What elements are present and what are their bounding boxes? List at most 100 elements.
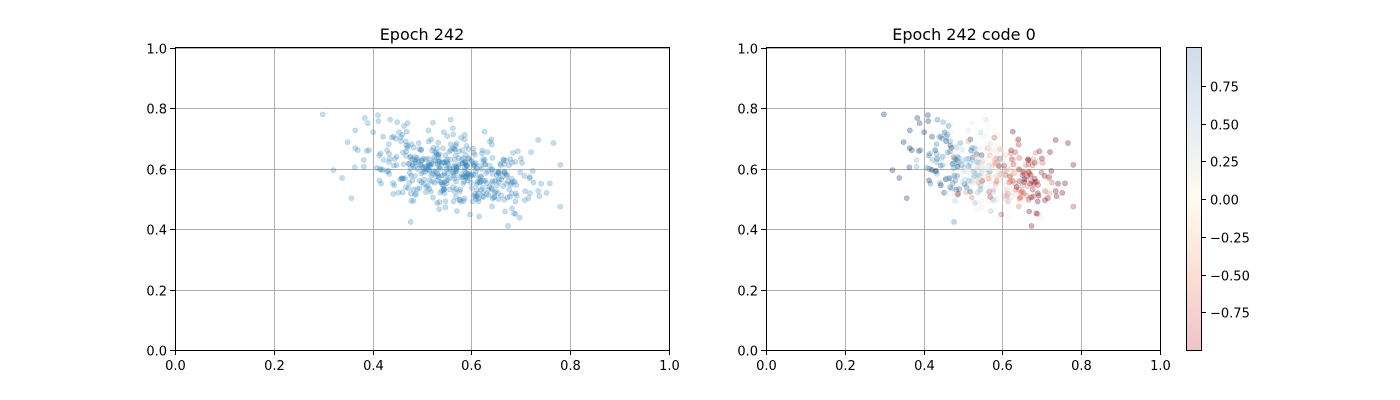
right-data-point bbox=[999, 172, 1005, 178]
left-data-point bbox=[385, 141, 392, 147]
left-data-point bbox=[462, 164, 468, 171]
left-data-point bbox=[390, 162, 397, 169]
right-data-point bbox=[996, 177, 1003, 184]
right-axes-frame bbox=[766, 47, 1161, 351]
right-data-point bbox=[939, 135, 945, 142]
right-data-point bbox=[976, 159, 983, 165]
right-data-point bbox=[997, 155, 1003, 162]
left-data-point bbox=[399, 175, 406, 182]
left-data-point bbox=[512, 190, 519, 197]
left-data-point bbox=[489, 186, 495, 193]
right-data-point bbox=[966, 163, 973, 170]
right-data-point bbox=[1013, 192, 1019, 199]
right-data-point bbox=[1004, 192, 1011, 199]
left-data-point bbox=[387, 116, 393, 123]
left-data-point bbox=[450, 131, 457, 138]
left-data-point bbox=[479, 184, 486, 191]
left-data-point bbox=[495, 170, 502, 177]
left-data-point bbox=[421, 181, 427, 187]
right-data-point bbox=[948, 120, 955, 127]
left-data-point bbox=[469, 198, 476, 205]
right-data-point bbox=[975, 179, 981, 186]
right-data-point bbox=[965, 127, 972, 134]
left-data-point bbox=[522, 188, 528, 194]
left-grid bbox=[175, 48, 670, 351]
left-data-point bbox=[451, 162, 458, 169]
right-data-point bbox=[947, 152, 954, 159]
left-data-point bbox=[401, 123, 407, 129]
right-data-point bbox=[997, 155, 1003, 161]
right-data-point bbox=[928, 166, 935, 173]
colorbar-tick-label: −0.25 bbox=[1210, 232, 1250, 247]
left-data-point bbox=[410, 144, 417, 151]
right-data-point bbox=[1006, 173, 1013, 180]
left-data-point bbox=[501, 169, 508, 176]
left-data-point bbox=[550, 140, 557, 146]
right-data-point bbox=[964, 182, 971, 189]
left-data-point bbox=[463, 163, 470, 169]
right-data-point bbox=[961, 168, 967, 175]
right-data-point bbox=[944, 189, 951, 196]
right-data-point bbox=[971, 173, 977, 180]
right-data-point bbox=[974, 158, 980, 165]
right-data-point bbox=[965, 162, 972, 169]
right-data-point bbox=[967, 188, 974, 195]
left-data-point bbox=[510, 149, 516, 156]
right-data-point bbox=[934, 116, 941, 123]
right-data-point bbox=[991, 156, 998, 163]
right-data-point bbox=[946, 175, 953, 182]
right-data-point bbox=[977, 179, 984, 186]
right-data-point bbox=[1027, 157, 1033, 164]
right-data-point bbox=[943, 138, 949, 144]
left-data-point bbox=[473, 165, 480, 172]
right-data-point bbox=[980, 170, 987, 177]
right-data-point bbox=[957, 159, 964, 166]
right-data-point bbox=[947, 142, 954, 149]
right-data-point bbox=[1003, 167, 1009, 174]
left-data-point bbox=[415, 140, 422, 146]
right-data-point bbox=[977, 186, 984, 193]
right-ytick-label: 0.8 bbox=[737, 103, 758, 118]
left-data-point bbox=[470, 145, 477, 152]
right-data-point bbox=[977, 186, 984, 193]
left-data-point bbox=[446, 148, 453, 155]
right-data-point bbox=[959, 161, 966, 168]
right-ytick-label: 0.2 bbox=[737, 285, 758, 300]
left-data-point bbox=[480, 156, 487, 163]
left-data-point bbox=[517, 169, 524, 176]
left-data-point bbox=[478, 178, 485, 184]
left-data-point bbox=[493, 182, 500, 189]
left-data-point bbox=[491, 189, 498, 196]
right-data-point bbox=[984, 184, 991, 190]
right-data-point bbox=[969, 161, 975, 167]
left-data-point bbox=[441, 159, 448, 166]
left-xtick-label: 0.8 bbox=[560, 359, 581, 374]
left-data-point bbox=[462, 174, 469, 180]
right-data-point bbox=[947, 138, 953, 145]
left-data-point bbox=[428, 136, 435, 143]
left-data-point bbox=[416, 177, 423, 184]
right-data-point bbox=[977, 190, 984, 196]
left-data-point bbox=[434, 160, 441, 167]
right-data-point bbox=[973, 164, 979, 171]
right-data-point bbox=[1025, 157, 1032, 163]
left-data-point bbox=[395, 189, 402, 196]
left-data-point bbox=[479, 193, 486, 200]
left-data-point bbox=[470, 149, 477, 156]
right-data-point bbox=[1016, 154, 1023, 161]
left-data-point bbox=[423, 156, 429, 163]
left-data-point bbox=[407, 154, 414, 161]
right-data-point bbox=[972, 170, 978, 177]
left-data-point bbox=[380, 133, 386, 140]
colorbar-tick-label: 0.25 bbox=[1210, 156, 1239, 171]
right-data-point bbox=[956, 157, 962, 163]
right-data-point bbox=[969, 168, 976, 174]
right-data-point bbox=[973, 152, 979, 159]
left-data-point bbox=[434, 170, 441, 177]
left-data-point bbox=[444, 170, 451, 177]
right-data-point bbox=[972, 145, 978, 152]
left-data-point bbox=[408, 172, 414, 179]
right-data-point bbox=[990, 196, 997, 203]
left-data-point bbox=[422, 163, 429, 170]
left-data-point bbox=[411, 173, 418, 179]
